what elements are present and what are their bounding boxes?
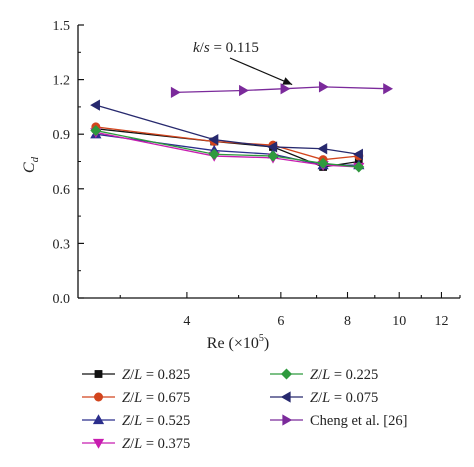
x-axis-label-sup: 5 — [259, 333, 264, 344]
x-tick-label: 4 — [183, 314, 190, 329]
legend-item: Z/L = 0.825 — [82, 367, 190, 383]
legend-marker — [92, 438, 105, 449]
annotation-arrowhead — [282, 77, 293, 85]
data-point — [90, 99, 100, 111]
y-tick-label: 0.9 — [53, 128, 71, 143]
legend-item: Cheng et al. [26] — [270, 413, 407, 429]
data-point — [90, 125, 102, 137]
data-point — [170, 86, 181, 98]
data-point — [280, 83, 291, 95]
annotation: k/s = 0.115 — [193, 40, 293, 86]
series-6 — [90, 99, 363, 160]
legend-label: Z/L = 0.375 — [122, 436, 190, 452]
y-axis-label-sub: d — [29, 156, 41, 162]
annotation-label: k/s = 0.115 — [193, 40, 259, 56]
data-point — [353, 161, 365, 173]
x-axis-label-text: Re (×10 — [207, 335, 259, 352]
x-axis-label: Re (×105) — [207, 333, 269, 352]
annotation-s: s — [204, 40, 210, 56]
plot-area — [90, 81, 394, 173]
y-tick-label: 0.0 — [53, 292, 71, 307]
axes: 0.0 0.3 0.6 0.9 1.2 1.5 4 6 8 10 12 — [53, 19, 461, 329]
data-point — [317, 143, 328, 155]
legend-label: Z/L = 0.825 — [122, 367, 190, 383]
data-point — [267, 141, 278, 153]
annotation-k: k — [193, 40, 200, 56]
legend: Z/L = 0.825 Z/L = 0.675 Z/L = 0.525 Z/L = 0… — [82, 367, 407, 452]
data-point — [353, 148, 363, 160]
x-tick-label: 6 — [277, 314, 284, 329]
legend-item: Z/L = 0.225 — [270, 367, 378, 383]
data-point — [208, 148, 220, 160]
data-point — [317, 157, 329, 169]
x-axis-label-close: ) — [264, 335, 269, 352]
legend-label: Z/L = 0.525 — [122, 413, 190, 429]
series-7 — [170, 81, 394, 98]
y-tick-label: 0.6 — [53, 183, 71, 198]
data-point — [239, 84, 249, 97]
annotation-slash: / — [200, 40, 205, 56]
legend-item: Z/L = 0.675 — [82, 390, 190, 406]
legend-item: Z/L = 0.375 — [82, 436, 190, 452]
x-tick-label: 12 — [434, 314, 448, 329]
y-tick-label: 1.5 — [53, 19, 71, 34]
legend-label: Z/L = 0.075 — [310, 390, 378, 406]
legend-marker — [94, 370, 103, 378]
series-line — [95, 104, 359, 155]
legend-marker — [94, 392, 104, 402]
y-axis-label-main: C — [21, 162, 38, 173]
data-point — [267, 150, 279, 162]
legend-label: Z/L = 0.225 — [310, 367, 378, 383]
data-point — [208, 134, 219, 146]
y-axis-label: Cd — [21, 156, 41, 173]
legend-item: Z/L = 0.075 — [270, 390, 378, 406]
data-point — [383, 83, 394, 95]
annotation-arrow — [229, 57, 293, 86]
series-5 — [90, 125, 365, 173]
legend-marker — [92, 414, 105, 425]
x-tick-label: 8 — [344, 314, 351, 329]
legend-marker — [280, 368, 293, 380]
legend-marker — [282, 414, 293, 426]
legend-label: Z/L = 0.675 — [122, 390, 190, 406]
legend-marker — [280, 391, 291, 403]
annotation-value: = 0.115 — [210, 40, 259, 56]
data-point — [318, 81, 329, 93]
legend-item: Z/L = 0.525 — [82, 413, 190, 429]
y-tick-label: 1.2 — [53, 74, 71, 89]
y-tick-label: 0.3 — [53, 237, 71, 252]
legend-label: Cheng et al. [26] — [310, 413, 407, 429]
axis-labels: Re (×105) Cd — [21, 156, 269, 352]
x-tick-label: 10 — [392, 314, 406, 329]
